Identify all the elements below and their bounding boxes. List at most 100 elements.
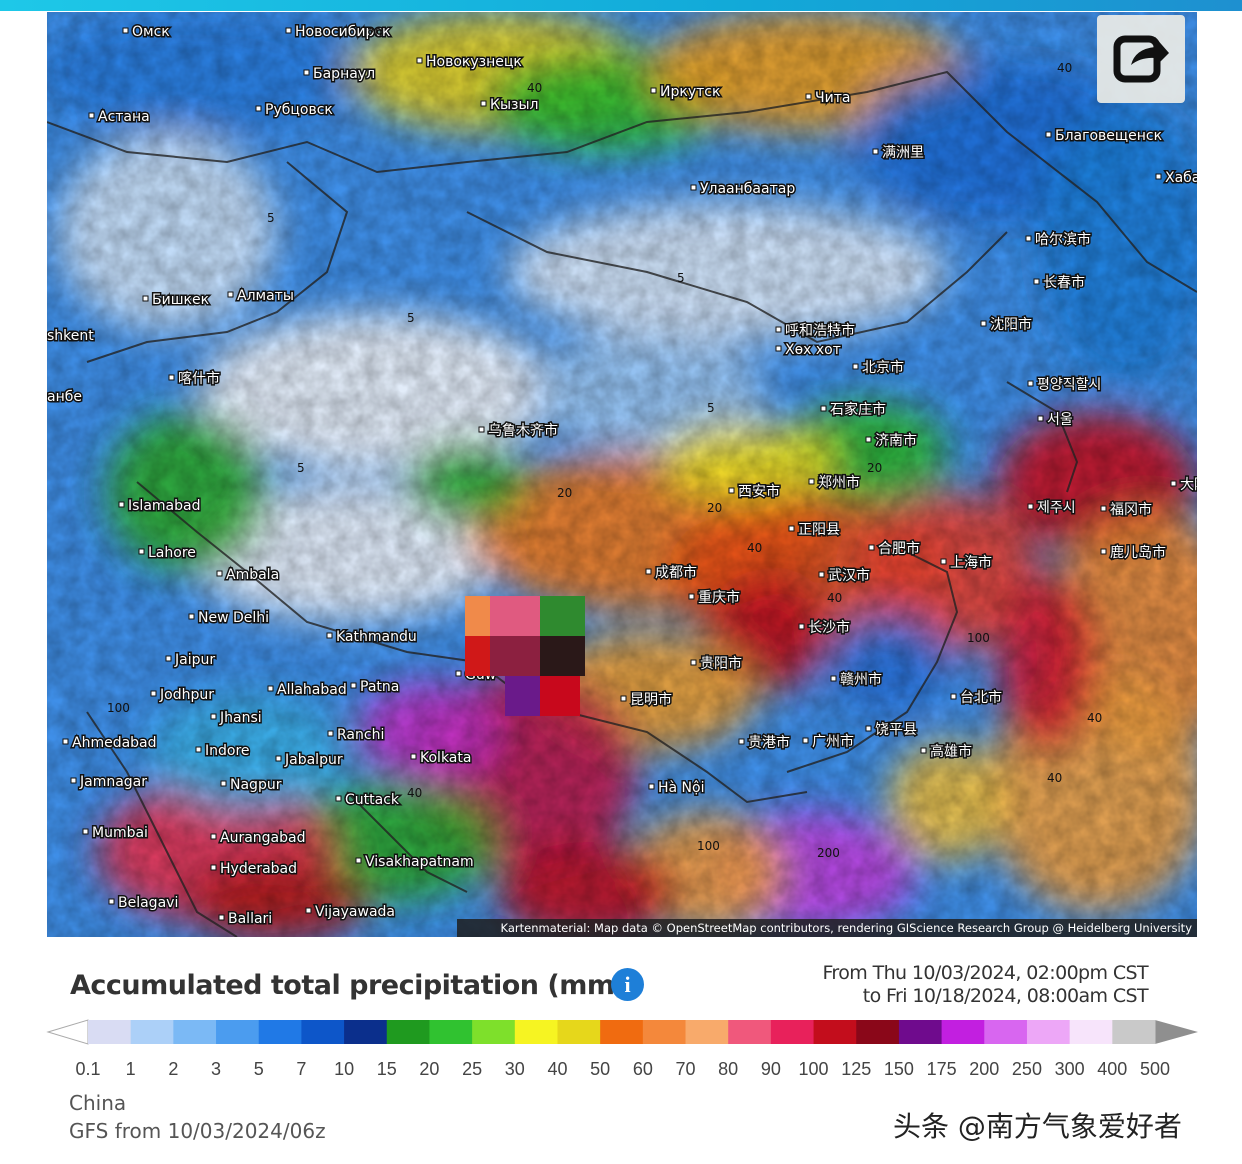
scale-swatch bbox=[1112, 1020, 1156, 1044]
city-label: 呼和浩特市 bbox=[785, 322, 855, 339]
city-label: Jodhpur bbox=[159, 687, 214, 703]
city-marker bbox=[865, 725, 872, 732]
city-marker bbox=[480, 100, 487, 107]
city-label: Islamabad bbox=[128, 498, 200, 514]
city-marker bbox=[108, 898, 115, 905]
scale-tick-label: 30 bbox=[505, 1059, 525, 1079]
city-label: 石家庄市 bbox=[830, 401, 886, 418]
contour-label: 20 bbox=[707, 501, 722, 515]
city-label: 贵阳市 bbox=[700, 655, 742, 672]
city-marker bbox=[645, 568, 652, 575]
city-label: 成都市 bbox=[655, 564, 697, 581]
city-label: Belagavi bbox=[118, 895, 178, 911]
city-marker bbox=[210, 833, 217, 840]
city-label: Jabalpur bbox=[284, 752, 343, 768]
scale-tick-label: 300 bbox=[1055, 1059, 1085, 1079]
city-label: Чита bbox=[815, 90, 850, 106]
city-label: Хабаро bbox=[1165, 170, 1197, 186]
scale-swatch bbox=[258, 1020, 302, 1044]
city-label: 郑州市 bbox=[818, 474, 860, 491]
city-marker bbox=[940, 558, 947, 565]
city-marker bbox=[335, 795, 342, 802]
city-marker bbox=[210, 864, 217, 871]
scale-tick-label: 20 bbox=[419, 1059, 439, 1079]
city-marker bbox=[88, 112, 95, 119]
city-label: Visakhapatnam bbox=[365, 854, 474, 870]
city-label: 上海市 bbox=[950, 554, 992, 571]
scale-swatch bbox=[301, 1020, 345, 1044]
city-marker bbox=[1027, 503, 1034, 510]
city-marker bbox=[830, 675, 837, 682]
scale-swatch bbox=[685, 1020, 729, 1044]
city-label: 福冈市 bbox=[1110, 501, 1152, 518]
scale-tick-label: 175 bbox=[927, 1059, 957, 1079]
city-marker bbox=[775, 345, 782, 352]
borders bbox=[47, 70, 1197, 937]
scale-tick-label: 2 bbox=[168, 1059, 178, 1079]
texture bbox=[47, 12, 1197, 937]
city-label: Vijayawada bbox=[315, 904, 395, 920]
share-button[interactable] bbox=[1097, 15, 1185, 103]
scale-tick-label: 100 bbox=[799, 1059, 829, 1079]
scale-arrow-low bbox=[46, 1019, 89, 1045]
city-label: Омск bbox=[132, 24, 170, 40]
city-marker bbox=[188, 613, 195, 620]
city-label: 台北市 bbox=[960, 689, 1002, 706]
city-marker bbox=[195, 746, 202, 753]
city-label: 西安市 bbox=[738, 483, 780, 500]
city-marker bbox=[690, 659, 697, 666]
scale-swatch bbox=[600, 1020, 644, 1044]
legend-title: Accumulated total precipitation (mm) bbox=[70, 970, 627, 1001]
contour-label: 5 bbox=[407, 311, 415, 325]
city-label: 北京市 bbox=[862, 359, 904, 376]
city-marker bbox=[305, 907, 312, 914]
city-label: shkent bbox=[47, 328, 94, 344]
city-label: Nagpur bbox=[230, 777, 282, 793]
scale-swatch bbox=[130, 1020, 174, 1044]
city-label: 昆明市 bbox=[630, 691, 672, 708]
city-marker bbox=[210, 713, 217, 720]
scale-swatch bbox=[642, 1020, 687, 1044]
attribution: Kartenmaterial: Map data © OpenStreetMap… bbox=[501, 921, 1193, 935]
city-label: New Delhi bbox=[198, 610, 269, 626]
city-marker bbox=[648, 783, 655, 790]
city-marker bbox=[267, 685, 274, 692]
contour-label: 5 bbox=[267, 211, 275, 225]
city-marker bbox=[327, 730, 334, 737]
city-label: Hyderabad bbox=[220, 861, 297, 877]
city-label: Алматы bbox=[237, 288, 294, 304]
city-marker bbox=[1170, 480, 1177, 487]
city-label: 乌鲁木齐市 bbox=[488, 422, 558, 439]
attribution-bar bbox=[457, 919, 1197, 937]
contour-label: 5 bbox=[707, 401, 715, 415]
city-label: 평양직할시 bbox=[1037, 377, 1101, 393]
scale-tick-label: 3 bbox=[211, 1059, 221, 1079]
scale-swatch bbox=[514, 1020, 558, 1044]
city-label: 赣州市 bbox=[840, 671, 882, 688]
city-marker bbox=[350, 682, 357, 689]
scale-tick-label: 400 bbox=[1097, 1059, 1127, 1079]
city-marker bbox=[865, 436, 872, 443]
contour-label: 40 bbox=[1047, 771, 1062, 785]
city-label: Новокузнецк bbox=[426, 54, 522, 70]
city-marker bbox=[142, 295, 149, 302]
contour-label: 40 bbox=[407, 786, 422, 800]
city-label: Благовещенск bbox=[1055, 128, 1162, 144]
city-label: 合肥市 bbox=[878, 540, 920, 557]
city-marker bbox=[165, 655, 172, 662]
city-marker bbox=[852, 363, 859, 370]
city-marker bbox=[168, 374, 175, 381]
scale-swatch bbox=[557, 1020, 601, 1044]
city-marker bbox=[1045, 131, 1052, 138]
city-marker bbox=[1027, 380, 1034, 387]
city-label: 济南市 bbox=[875, 432, 917, 449]
city-label: 长沙市 bbox=[808, 619, 850, 636]
map-labels: Омск Новосибирск Барнаул Новокузнецк Рубцовс… bbox=[47, 23, 1197, 929]
city-marker bbox=[868, 544, 875, 551]
info-icon[interactable]: i bbox=[611, 968, 644, 1001]
city-marker bbox=[818, 571, 825, 578]
city-marker bbox=[1033, 278, 1040, 285]
color-scale: 0.1 1 2 3 5 7 10 15 20 25 30 40 50 60 70 80 90 100 125 150 1… bbox=[46, 1019, 1198, 1079]
scale-arrow-high bbox=[1155, 1020, 1198, 1044]
city-label: 高雄市 bbox=[930, 743, 972, 760]
